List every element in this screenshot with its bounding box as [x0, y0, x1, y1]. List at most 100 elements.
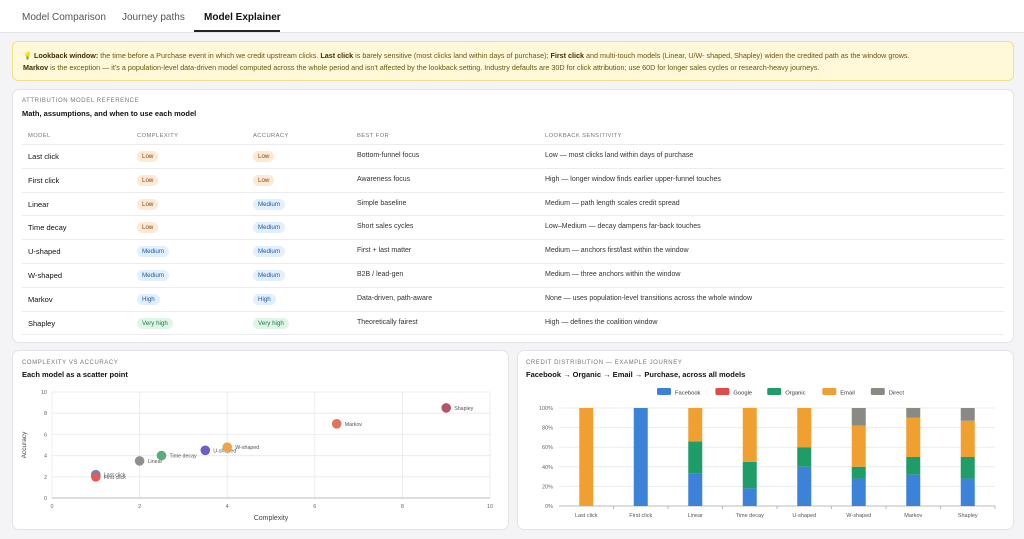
- model-name: Last click: [28, 151, 59, 161]
- banner-text: and multi-touch models (Linear, U/W- sha…: [584, 51, 910, 60]
- legend-swatch: [822, 388, 837, 395]
- stack-segment[interactable]: [742, 461, 757, 489]
- best-for-text: First + last matter: [357, 247, 412, 255]
- banner-text: is barely sensitive (most clicks land wi…: [353, 51, 551, 60]
- lookback-text: Medium — three anchors within the window: [545, 270, 681, 278]
- scatter-point[interactable]: [91, 472, 101, 482]
- y-tick-label: 6: [44, 432, 47, 438]
- complexity-badge: Low: [137, 222, 159, 234]
- active-tab-indicator: [194, 30, 280, 32]
- best-for-text: Short sales cycles: [357, 223, 414, 231]
- legend-swatch: [870, 388, 885, 395]
- model-name: Markov: [28, 294, 53, 304]
- tab-journey-paths[interactable]: Journey paths: [122, 12, 185, 23]
- complexity-badge: Low: [137, 150, 159, 162]
- banner-bold: Last click: [320, 51, 354, 60]
- stack-segment[interactable]: [688, 441, 703, 474]
- stack-segment[interactable]: [797, 408, 812, 448]
- scatter-point[interactable]: [331, 419, 342, 429]
- stack-segment[interactable]: [851, 425, 866, 467]
- col-header-best-for: BEST FOR: [357, 133, 390, 139]
- stack-segment[interactable]: [851, 478, 866, 506]
- scatter-point[interactable]: [156, 450, 167, 461]
- lookback-text: High — longer window finds earlier upper…: [545, 175, 721, 183]
- point-label: Markov: [345, 422, 363, 428]
- scatter-title: Each model as a scatter point: [22, 370, 128, 379]
- complexity-accuracy-scatter: 0 2 4 6 8 10 0 2 4 6 8 10 Complexity Accuracy Last cli…: [21, 390, 493, 522]
- best-for-text: B2B / lead-gen: [357, 270, 404, 278]
- stack-segment[interactable]: [906, 474, 921, 506]
- legend-swatch: [767, 388, 782, 395]
- best-for-text: Data-driven, path-aware: [357, 294, 433, 302]
- stack-segment[interactable]: [688, 473, 703, 506]
- complexity-badge: High: [137, 293, 160, 305]
- stack-segment[interactable]: [906, 457, 921, 475]
- y-tick-label: 20%: [542, 484, 553, 490]
- tab-bar: Model Comparison Journey paths Model Exp…: [0, 0, 1024, 33]
- stack-segment[interactable]: [579, 408, 594, 506]
- best-for-text: Bottom-funnel focus: [357, 151, 420, 159]
- accuracy-badge: Medium: [253, 198, 286, 210]
- stack-segment[interactable]: [851, 466, 866, 479]
- y-tick-label: 2: [44, 475, 47, 481]
- model-name: W-shaped: [28, 270, 63, 280]
- banner-text: the time before a Purchase event in whic…: [98, 51, 321, 60]
- stack-segment[interactable]: [960, 478, 975, 506]
- stack-kicker: CREDIT DISTRIBUTION — EXAMPLE JOURNEY: [526, 360, 683, 366]
- model-name: Time decay: [28, 223, 67, 233]
- row-divider: [22, 310, 1004, 312]
- row-divider: [22, 191, 1004, 193]
- tab-model-comparison[interactable]: Model Comparison: [22, 12, 106, 23]
- y-tick-label: 0: [44, 496, 47, 502]
- stack-segment[interactable]: [906, 417, 921, 457]
- x-tick-label: First click: [629, 513, 652, 519]
- y-axis-label: Accuracy: [21, 431, 28, 458]
- reference-title: Math, assumptions, and when to use each …: [22, 109, 197, 118]
- lookback-text: Medium — anchors first/last within the w…: [545, 247, 689, 255]
- row-divider: [22, 263, 1004, 264]
- complexity-badge: Low: [137, 174, 159, 186]
- banner-text: is the exception — it's a population-lev…: [48, 63, 820, 72]
- model-name: Linear: [28, 199, 49, 209]
- point-label: Time decay: [170, 454, 198, 460]
- scatter-point[interactable]: [441, 403, 452, 413]
- stack-segment[interactable]: [633, 408, 648, 506]
- best-for-text: Awareness focus: [357, 175, 411, 183]
- stack-segment[interactable]: [960, 408, 975, 421]
- point-label: Shapley: [454, 406, 473, 412]
- lookback-text: Low–Medium — decay dampens far-back touc…: [545, 223, 701, 231]
- stack-card: [517, 350, 1014, 530]
- legend-swatch: [715, 388, 730, 395]
- stack-segment[interactable]: [851, 408, 866, 426]
- banner-bold: First click: [550, 51, 585, 60]
- y-tick-label: 4: [44, 454, 47, 460]
- stack-segment[interactable]: [742, 408, 757, 462]
- scatter-point[interactable]: [200, 445, 211, 456]
- stack-segment[interactable]: [797, 447, 812, 467]
- row-divider: [22, 167, 1004, 169]
- x-tick-label: 10: [487, 504, 493, 510]
- x-tick-label: 2: [138, 504, 141, 510]
- stack-segment[interactable]: [742, 488, 757, 506]
- legend-label: Email: [840, 391, 855, 397]
- stack-segment[interactable]: [960, 457, 975, 479]
- model-name: Shapley: [28, 318, 56, 328]
- col-header-complexity: COMPLEXITY: [137, 133, 179, 139]
- scatter-kicker: COMPLEXITY VS ACCURACY: [22, 360, 119, 366]
- stack-segment[interactable]: [960, 420, 975, 457]
- complexity-badge: Medium: [137, 269, 170, 281]
- credit-distribution-chart: Facebook Google Organic Email Direct 0% 20% 40%…: [539, 388, 996, 519]
- stack-title: Facebook → Organic → Email → Purchase, a…: [526, 370, 746, 379]
- x-tick-label: U-shaped: [792, 513, 816, 519]
- stack-segment[interactable]: [797, 466, 812, 506]
- complexity-badge: Low: [137, 198, 159, 210]
- stack-segment[interactable]: [688, 408, 703, 442]
- row-divider: [22, 144, 1004, 145]
- legend-swatch: [657, 388, 671, 395]
- stack-segment[interactable]: [906, 408, 921, 418]
- scatter-point[interactable]: [222, 442, 232, 452]
- tab-model-explainer[interactable]: Model Explainer: [204, 12, 281, 23]
- scatter-point[interactable]: [134, 456, 145, 466]
- y-tick-label: 60%: [542, 445, 553, 451]
- x-tick-label: W-shaped: [846, 513, 871, 519]
